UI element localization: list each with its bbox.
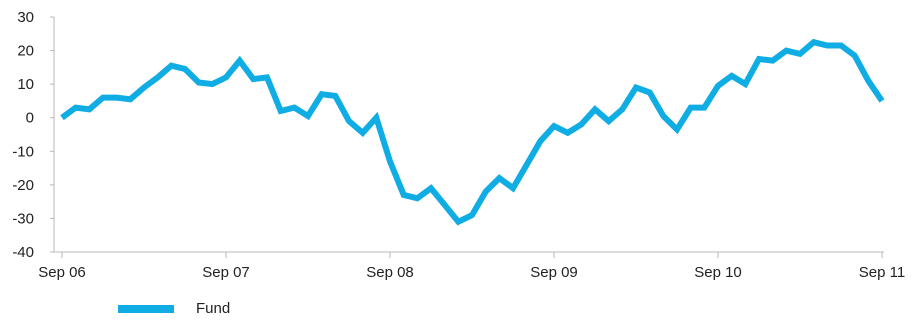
y-tick-label: 10 bbox=[17, 76, 34, 93]
x-tick-label: Sep 09 bbox=[530, 264, 578, 281]
x-tick-label: Sep 10 bbox=[694, 264, 742, 281]
x-tick-label: Sep 08 bbox=[366, 264, 414, 281]
y-tick-label: -30 bbox=[12, 210, 34, 227]
x-tick-label: Sep 11 bbox=[859, 264, 905, 281]
y-tick-label: -10 bbox=[12, 143, 34, 160]
y-axis: 30 20 10 0 -10 -20 -30 -40 bbox=[12, 9, 55, 261]
legend-swatch-fund bbox=[118, 304, 174, 313]
legend: Fund bbox=[118, 300, 230, 317]
x-axis: Sep 06 Sep 07 Sep 08 Sep 09 Sep 10 Sep 11 bbox=[38, 251, 905, 281]
legend-label-fund: Fund bbox=[196, 300, 231, 317]
x-tick-label: Sep 07 bbox=[202, 264, 250, 281]
y-tick-label: 20 bbox=[17, 43, 34, 60]
y-tick-label: 0 bbox=[26, 110, 34, 127]
x-tick-label: Sep 06 bbox=[38, 264, 86, 281]
y-tick-label: 30 bbox=[17, 9, 34, 26]
y-tick-label: -40 bbox=[12, 244, 34, 261]
y-tick-label: -20 bbox=[12, 177, 34, 194]
series-line-fund bbox=[60, 38, 885, 226]
